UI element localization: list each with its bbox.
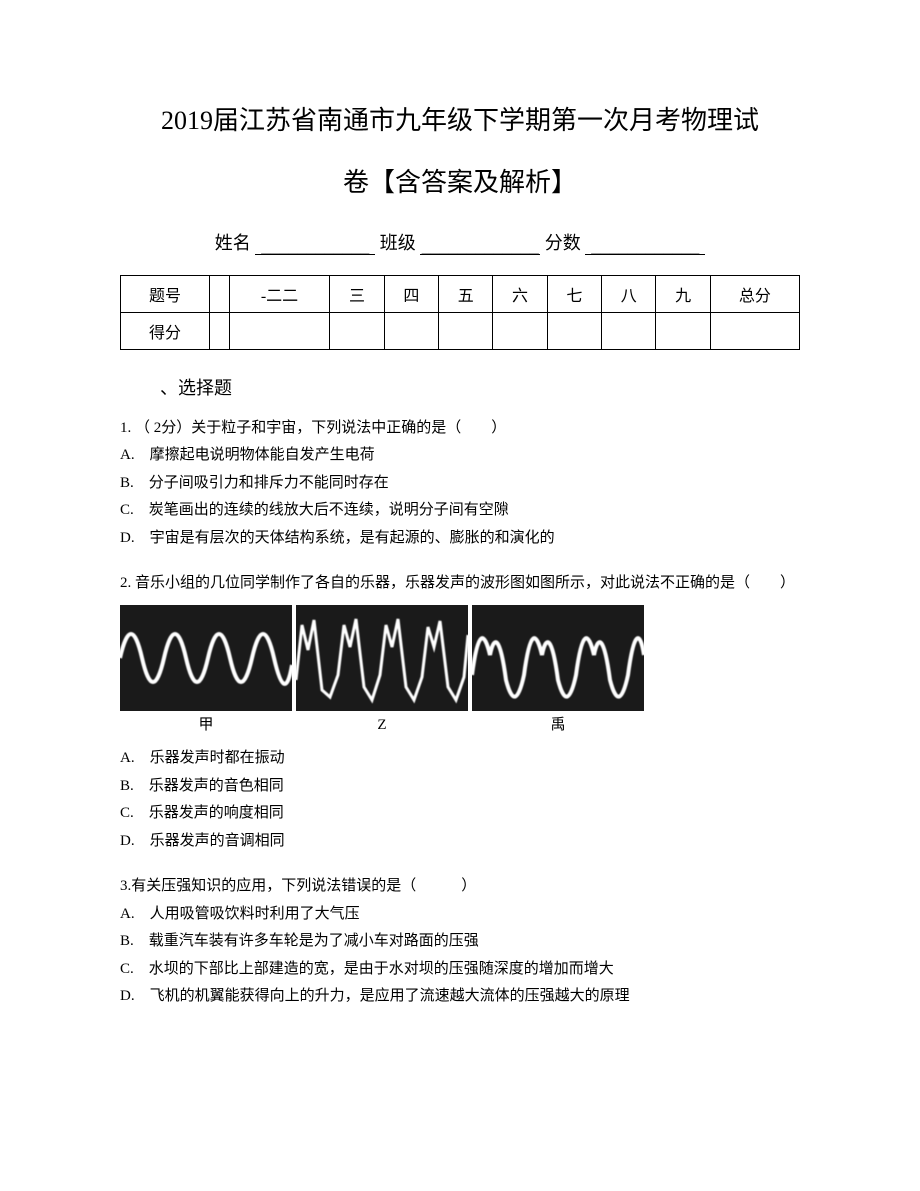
header-cell: 四 [384, 275, 438, 312]
header-cell: 三 [330, 275, 384, 312]
option-c: C. 水坝的下部比上部建造的宽，是由于水对坝的压强随深度的增加而增大 [120, 957, 800, 983]
score-cell [602, 312, 656, 349]
section-header: 、选择题 [160, 374, 800, 400]
option-b: B. 乐器发声的音色相同 [120, 774, 800, 800]
question-1: 1. （ 2分）关于粒子和宇宙，下列说法中正确的是（ ） A. 摩擦起电说明物体… [120, 416, 800, 552]
wave-path-1 [120, 634, 292, 684]
row-label-cell: 得分 [121, 312, 210, 349]
waveform-jia [120, 605, 292, 711]
header-cell: 五 [439, 275, 493, 312]
class-label: 班级 [380, 233, 416, 253]
score-cell [210, 312, 230, 349]
header-cell: -二二 [229, 275, 330, 312]
score-label: 分数 [545, 233, 581, 253]
option-c: C. 乐器发声的响度相同 [120, 801, 800, 827]
option-b: B. 分子间吸引力和排斥力不能同时存在 [120, 471, 800, 497]
option-b: B. 载重汽车装有许多车轮是为了减小车对路面的压强 [120, 929, 800, 955]
score-cell [710, 312, 799, 349]
score-cell [656, 312, 710, 349]
question-number: 2. [120, 575, 131, 591]
question-2: 2. 音乐小组的几位同学制作了各自的乐器，乐器发声的波形图如图所示，对此说法不正… [120, 571, 800, 854]
exam-title-line2: 卷【含答案及解析】 [120, 162, 800, 199]
wave-path-3 [472, 638, 644, 696]
question-number: 3. [120, 878, 131, 894]
option-a: A. 人用吸管吸饮料时利用了大气压 [120, 902, 800, 928]
score-blank: ____________ [585, 236, 705, 255]
header-cell: 八 [602, 275, 656, 312]
header-cell: 总分 [710, 275, 799, 312]
option-a: A. 摩擦起电说明物体能自发产生电荷 [120, 443, 800, 469]
option-a: A. 乐器发声时都在振动 [120, 746, 800, 772]
name-blank: ____________ [255, 236, 375, 255]
header-cell: 六 [493, 275, 547, 312]
options-list: A. 乐器发声时都在振动 B. 乐器发声的音色相同 C. 乐器发声的响度相同 D… [120, 746, 800, 854]
class-blank: _____________ [420, 236, 540, 255]
score-table: 题号 -二二 三 四 五 六 七 八 九 总分 得分 [120, 275, 800, 350]
score-table-header-row: 题号 -二二 三 四 五 六 七 八 九 总分 [121, 275, 800, 312]
option-c: C. 炭笔画出的连续的线放大后不连续，说明分子间有空隙 [120, 498, 800, 524]
waveform-labels: 甲 Z 禹 [120, 713, 800, 739]
exam-title-line1: 2019届江苏省南通市九年级下学期第一次月考物理试 [120, 100, 800, 142]
score-cell [547, 312, 601, 349]
score-cell [384, 312, 438, 349]
option-d: D. 乐器发声的音调相同 [120, 829, 800, 855]
question-3: 3.有关压强知识的应用，下列说法错误的是（ ） A. 人用吸管吸饮料时利用了大气… [120, 874, 800, 1010]
score-cell [229, 312, 330, 349]
waveform-yu [472, 605, 644, 711]
question-body: 有关压强知识的应用，下列说法错误的是（ ） [131, 878, 476, 894]
wave-label-z: Z [296, 713, 468, 739]
header-cell: 题号 [121, 275, 210, 312]
student-info-line: 姓名 ____________ 班级 _____________ 分数 ____… [120, 229, 800, 255]
waveform-images [120, 605, 800, 711]
waveform-z [296, 605, 468, 711]
score-cell [330, 312, 384, 349]
question-text: 1. （ 2分）关于粒子和宇宙，下列说法中正确的是（ ） [120, 416, 800, 442]
score-cell [493, 312, 547, 349]
name-label: 姓名 [215, 233, 251, 253]
wave-path-2 [296, 619, 468, 700]
header-cell [210, 275, 230, 312]
question-body: 音乐小组的几位同学制作了各自的乐器，乐器发声的波形图如图所示，对此说法不正确的是… [135, 575, 795, 591]
question-text: 3.有关压强知识的应用，下列说法错误的是（ ） [120, 874, 800, 900]
options-list: A. 摩擦起电说明物体能自发产生电荷 B. 分子间吸引力和排斥力不能同时存在 C… [120, 443, 800, 551]
options-list: A. 人用吸管吸饮料时利用了大气压 B. 载重汽车装有许多车轮是为了减小车对路面… [120, 902, 800, 1010]
wave-label-jia: 甲 [120, 713, 292, 739]
wave-label-yu: 禹 [472, 713, 644, 739]
question-text: 2. 音乐小组的几位同学制作了各自的乐器，乐器发声的波形图如图所示，对此说法不正… [120, 571, 800, 597]
option-d: D. 飞机的机翼能获得向上的升力，是应用了流速越大流体的压强越大的原理 [120, 984, 800, 1010]
option-d: D. 宇宙是有层次的天体结构系统，是有起源的、膨胀的和演化的 [120, 526, 800, 552]
score-table-data-row: 得分 [121, 312, 800, 349]
score-cell [439, 312, 493, 349]
header-cell: 七 [547, 275, 601, 312]
question-number: 1. [120, 420, 131, 436]
header-cell: 九 [656, 275, 710, 312]
question-body: （ 2分）关于粒子和宇宙，下列说法中正确的是（ ） [135, 420, 506, 436]
